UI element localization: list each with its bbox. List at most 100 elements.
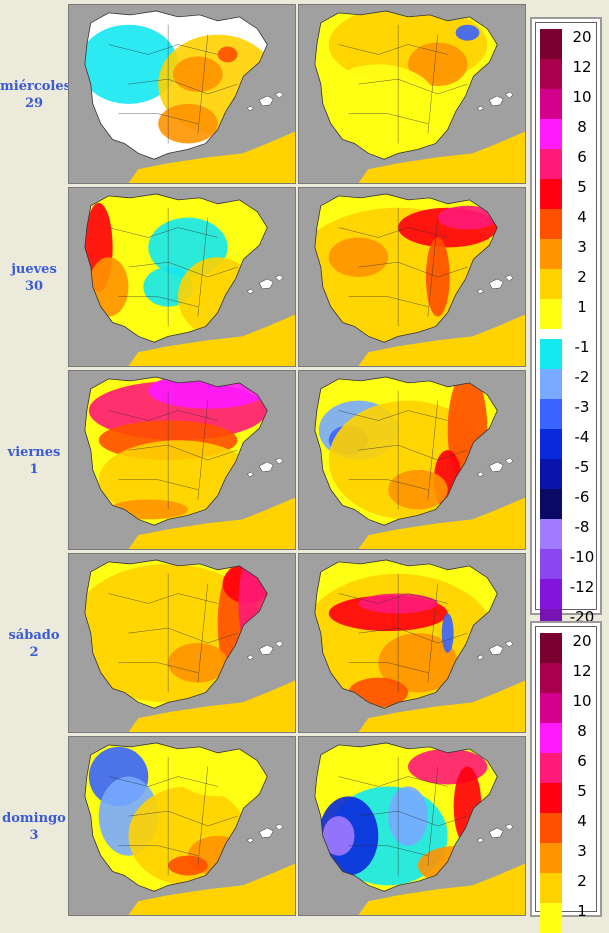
coastline bbox=[84, 10, 268, 160]
province-borders bbox=[338, 573, 468, 693]
forecast-map-jueves-1 bbox=[68, 187, 296, 367]
legend-swatch bbox=[540, 843, 562, 873]
legend-swatch bbox=[540, 663, 562, 693]
day-name: domingo bbox=[2, 811, 66, 826]
day-number: 2 bbox=[29, 645, 39, 660]
legend-swatch bbox=[540, 903, 562, 933]
map-canvas bbox=[69, 371, 295, 549]
legend-label: 20 bbox=[572, 28, 592, 46]
balearic-island bbox=[247, 105, 254, 112]
legend-label: 20 bbox=[572, 632, 592, 650]
legend-frame bbox=[535, 626, 597, 912]
africa-land bbox=[358, 680, 525, 732]
legend-swatch bbox=[540, 723, 562, 753]
balearic-island bbox=[504, 91, 514, 99]
map-canvas bbox=[299, 371, 525, 549]
legend-label: 6 bbox=[577, 752, 587, 770]
balearic-island bbox=[274, 640, 284, 648]
balearic-island bbox=[504, 274, 514, 282]
africa-land bbox=[128, 131, 295, 183]
coastline bbox=[314, 376, 498, 526]
legend-label: 6 bbox=[577, 148, 587, 166]
legend-label: 12 bbox=[572, 58, 592, 76]
legend-label: 1 bbox=[577, 298, 587, 316]
map-canvas bbox=[299, 5, 525, 183]
legend-label: 10 bbox=[572, 692, 592, 710]
legend-label: 1 bbox=[577, 902, 587, 920]
map-canvas bbox=[69, 737, 295, 915]
legend-swatch bbox=[540, 29, 562, 59]
day-name: viernes bbox=[7, 445, 61, 460]
balearic-island bbox=[477, 837, 484, 844]
legend-label: -4 bbox=[574, 428, 590, 446]
legend-swatch bbox=[540, 399, 562, 429]
day-label-3: sábado 2 bbox=[0, 627, 68, 661]
legend-label: 3 bbox=[577, 238, 587, 256]
legend-swatch bbox=[540, 429, 562, 459]
province-borders bbox=[108, 207, 238, 327]
day-label-0: miércoles 29 bbox=[0, 78, 71, 112]
map-canvas bbox=[299, 554, 525, 732]
anomaly-blob bbox=[437, 205, 498, 230]
forecast-map-domingo-1 bbox=[68, 736, 296, 916]
province-borders bbox=[338, 24, 468, 144]
legend-label: 4 bbox=[577, 812, 587, 830]
day-number: 3 bbox=[29, 828, 39, 843]
map-canvas bbox=[69, 554, 295, 732]
balearic-island bbox=[247, 654, 254, 661]
legend-label: 2 bbox=[577, 872, 587, 890]
legend-label: 5 bbox=[577, 178, 587, 196]
anomaly-blob bbox=[388, 469, 448, 510]
day-number: 30 bbox=[24, 279, 44, 294]
forecast-map-viernes-2 bbox=[298, 370, 526, 550]
forecast-map-sábado-1 bbox=[68, 553, 296, 733]
province-borders bbox=[338, 756, 468, 876]
day-label-4: domingo 3 bbox=[0, 810, 68, 844]
balearic-island bbox=[504, 823, 514, 831]
coastline bbox=[314, 10, 498, 160]
day-number: 1 bbox=[29, 462, 39, 477]
legend-swatch bbox=[540, 239, 562, 269]
legend-label: 10 bbox=[572, 88, 592, 106]
map-canvas bbox=[299, 737, 525, 915]
balearic-island bbox=[488, 461, 504, 473]
province-borders bbox=[108, 756, 238, 876]
legend-label: 12 bbox=[572, 662, 592, 680]
legend-swatch bbox=[540, 209, 562, 239]
anomaly-blob bbox=[158, 103, 218, 144]
anomaly-blob bbox=[441, 613, 454, 653]
anomaly-blob bbox=[84, 24, 179, 104]
legend-swatch bbox=[540, 519, 562, 549]
africa-land bbox=[128, 314, 295, 366]
legend-swatch bbox=[540, 299, 562, 329]
legend-swatch bbox=[540, 459, 562, 489]
legend-label: -5 bbox=[574, 458, 590, 476]
day-name: jueves bbox=[11, 262, 57, 277]
coastline bbox=[314, 742, 498, 892]
legend-label: 5 bbox=[577, 782, 587, 800]
coastline bbox=[84, 193, 268, 343]
legend-label: -1 bbox=[574, 338, 590, 356]
forecast-map-miércoles-1 bbox=[68, 4, 296, 184]
anomaly-blob bbox=[168, 855, 208, 876]
balearic-island bbox=[504, 640, 514, 648]
forecast-map-viernes-1 bbox=[68, 370, 296, 550]
africa-land bbox=[128, 680, 295, 732]
legend-swatch bbox=[540, 549, 562, 579]
balearic-island bbox=[258, 461, 274, 473]
balearic-island bbox=[247, 288, 254, 295]
legend-label: -6 bbox=[574, 488, 590, 506]
legend-label: -20 bbox=[569, 608, 595, 626]
legend-swatch bbox=[540, 149, 562, 179]
coastline bbox=[314, 559, 498, 709]
legend-label: 2 bbox=[577, 268, 587, 286]
balearic-island bbox=[258, 95, 274, 107]
coastline bbox=[84, 742, 268, 892]
balearic-island bbox=[258, 644, 274, 656]
legend-swatch bbox=[540, 269, 562, 299]
legend-label: -10 bbox=[569, 548, 595, 566]
map-canvas bbox=[69, 188, 295, 366]
legend-swatch bbox=[540, 339, 562, 369]
balearic-island bbox=[488, 95, 504, 107]
legend-swatch bbox=[540, 179, 562, 209]
